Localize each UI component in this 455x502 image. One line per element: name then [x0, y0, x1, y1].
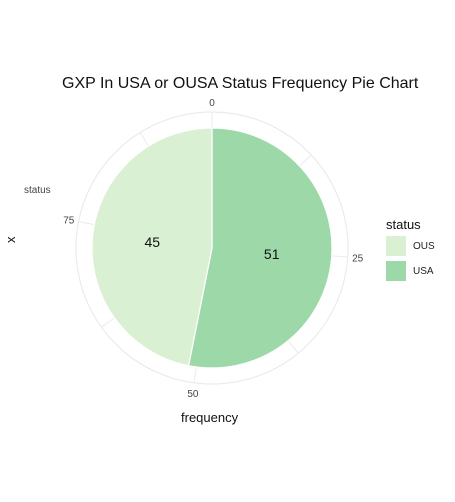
- grid-line: [299, 154, 312, 167]
- grid-line: [287, 340, 299, 354]
- slice-label-usa: 51: [264, 246, 280, 262]
- legend-swatch-usa: [386, 261, 406, 281]
- grid-line: [193, 366, 197, 383]
- legend-label-usa: USA: [413, 266, 434, 277]
- y-axis-tick-label: status: [24, 185, 51, 196]
- grid-line: [101, 317, 115, 328]
- slice-label-ous: 45: [144, 234, 160, 250]
- legend-label-ous: OUS: [413, 241, 435, 252]
- legend-swatch-ous: [386, 236, 406, 256]
- pie-slice-ous: [91, 127, 213, 367]
- angular-tick-label: 75: [63, 216, 75, 227]
- legend-title: status: [386, 217, 421, 232]
- grid-line: [78, 220, 95, 226]
- grid-line: [331, 255, 348, 258]
- angular-tick-label: 0: [209, 98, 215, 109]
- angular-tick-label: 25: [352, 254, 364, 265]
- grid-line: [139, 132, 150, 147]
- x-axis-title: frequency: [181, 410, 239, 425]
- chart-title: GXP In USA or OUSA Status Frequency Pie …: [62, 75, 419, 92]
- angular-tick-label: 50: [187, 389, 199, 400]
- pie-slice-usa: [187, 127, 333, 369]
